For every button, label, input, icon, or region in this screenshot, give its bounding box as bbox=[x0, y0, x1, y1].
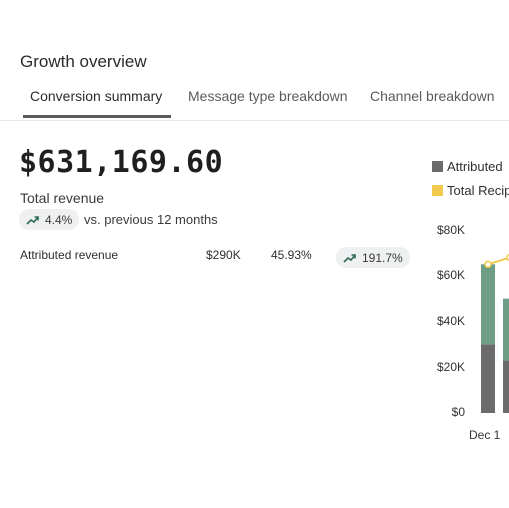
legend-swatch bbox=[432, 161, 443, 172]
trending-up-icon bbox=[343, 253, 356, 263]
attributed-revenue-percent: 45.93% bbox=[271, 248, 312, 262]
line-point[interactable] bbox=[484, 260, 492, 269]
legend-label: Total Recip bbox=[447, 183, 509, 198]
legend-label: Attributed bbox=[447, 159, 503, 174]
legend-swatch bbox=[432, 185, 443, 196]
legend-attributed[interactable]: Attributed bbox=[432, 159, 503, 174]
x-tick-label: Dec 1 bbox=[469, 428, 501, 442]
bar-segment-upper[interactable] bbox=[481, 264, 495, 345]
active-tab-indicator bbox=[23, 115, 171, 118]
y-tick-label: $40K bbox=[436, 314, 465, 328]
trending-up-icon bbox=[26, 215, 39, 225]
y-tick-label: $80K bbox=[436, 223, 465, 237]
total-revenue-value: $631,169.60 bbox=[19, 145, 224, 180]
revenue-change-value: 4.4% bbox=[45, 212, 73, 227]
comparison-label: vs. previous 12 months bbox=[84, 212, 218, 227]
tab-bar: Conversion summary Message type breakdow… bbox=[0, 84, 509, 121]
tab-message-type-breakdown[interactable]: Message type breakdown bbox=[188, 88, 348, 104]
total-revenue-label: Total revenue bbox=[20, 190, 105, 206]
y-tick-label: $0 bbox=[451, 405, 465, 419]
bar-segment-upper[interactable] bbox=[503, 298, 509, 361]
attributed-change-badge: 191.7% bbox=[336, 247, 410, 268]
revenue-change-badge: 4.4% bbox=[19, 209, 80, 230]
y-tick-label: $20K bbox=[436, 360, 465, 374]
bar-segment-lower[interactable] bbox=[503, 360, 509, 413]
y-tick-label: $60K bbox=[436, 268, 465, 282]
attributed-change-value: 191.7% bbox=[362, 250, 403, 265]
legend-total-recipients[interactable]: Total Recip bbox=[432, 183, 509, 198]
bar-segment-lower[interactable] bbox=[481, 344, 495, 413]
tab-channel-breakdown[interactable]: Channel breakdown bbox=[370, 88, 495, 104]
page-title: Growth overview bbox=[20, 52, 147, 71]
tab-conversion-summary[interactable]: Conversion summary bbox=[30, 88, 163, 104]
attributed-revenue-amount: $290K bbox=[206, 248, 241, 262]
attributed-revenue-label: Attributed revenue bbox=[20, 248, 119, 262]
total-recipients-line bbox=[487, 256, 509, 266]
